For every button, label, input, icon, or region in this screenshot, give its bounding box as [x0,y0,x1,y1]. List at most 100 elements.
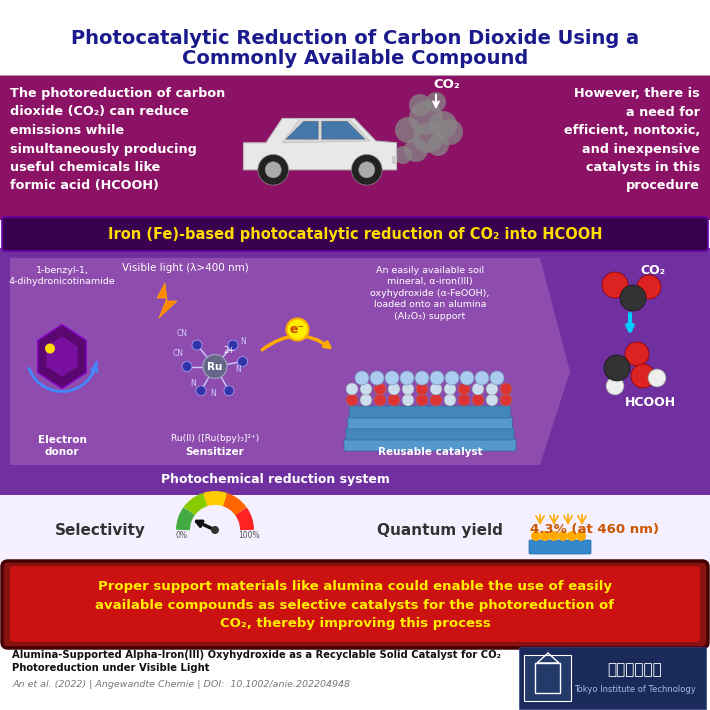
FancyBboxPatch shape [0,495,710,565]
Text: Photocatalytic Reduction of Carbon Dioxide Using a: Photocatalytic Reduction of Carbon Dioxi… [71,28,639,48]
Text: 100%: 100% [238,531,260,540]
Circle shape [374,394,386,406]
Circle shape [604,355,630,381]
Circle shape [426,92,446,112]
Text: 1-benzyl-1,
4-dihydronicotinamide: 1-benzyl-1, 4-dihydronicotinamide [9,266,115,286]
Circle shape [409,101,443,135]
FancyBboxPatch shape [519,647,706,709]
FancyBboxPatch shape [346,428,514,440]
Text: Electron
donor: Electron donor [38,435,87,457]
Circle shape [238,356,248,366]
Circle shape [395,117,421,143]
Circle shape [567,531,577,541]
Circle shape [388,383,400,395]
FancyBboxPatch shape [0,248,710,495]
Circle shape [192,340,202,350]
FancyBboxPatch shape [348,417,512,429]
Circle shape [360,394,372,406]
Circle shape [427,134,449,156]
Circle shape [287,319,309,341]
Circle shape [404,138,428,162]
FancyBboxPatch shape [524,655,571,701]
Circle shape [576,531,586,541]
Text: Photoreduction under Visible Light: Photoreduction under Visible Light [12,663,209,673]
Circle shape [346,394,358,406]
Text: N: N [235,364,241,373]
Circle shape [415,371,429,385]
FancyBboxPatch shape [529,540,591,554]
Circle shape [203,354,227,378]
Polygon shape [244,119,396,170]
Circle shape [388,394,400,406]
Text: CN: CN [177,329,188,339]
Circle shape [359,162,375,178]
Circle shape [370,371,384,385]
Circle shape [625,342,649,366]
Circle shape [549,531,559,541]
Text: N: N [190,380,196,388]
Circle shape [351,155,382,185]
Circle shape [416,383,428,395]
Circle shape [475,371,489,385]
Circle shape [606,377,624,395]
Text: The photoreduction of carbon
dioxide (CO₂) can reduce
emissions while
simultaneo: The photoreduction of carbon dioxide (CO… [10,87,225,192]
Circle shape [355,371,369,385]
Circle shape [402,383,414,395]
Circle shape [394,146,412,164]
Circle shape [444,394,456,406]
Text: An et al. (2022) | Angewandte Chemie | DOI:  10.1002/anie.202204948: An et al. (2022) | Angewandte Chemie | D… [12,680,350,689]
Polygon shape [286,121,318,139]
Circle shape [374,383,386,395]
Circle shape [429,111,457,139]
Polygon shape [157,283,177,318]
Circle shape [45,344,55,354]
Circle shape [486,394,498,406]
Text: CN: CN [173,349,184,359]
Text: Alumina-Supported Alpha-Iron(III) Oxyhydroxide as a Recyclable Solid Catalyst fo: Alumina-Supported Alpha-Iron(III) Oxyhyd… [12,650,501,660]
Circle shape [385,371,399,385]
Text: N: N [210,390,216,398]
Text: CO₂: CO₂ [640,265,665,278]
Circle shape [648,369,666,387]
Circle shape [444,383,456,395]
Circle shape [211,526,219,534]
Polygon shape [10,258,570,465]
Circle shape [445,371,459,385]
Circle shape [360,383,372,395]
Circle shape [402,394,414,406]
Circle shape [631,364,655,388]
Circle shape [490,371,504,385]
Text: An easily available soil
mineral, α-iron(III)
oxyhydroxide (α-FeOOH),
loaded ont: An easily available soil mineral, α-iron… [371,266,490,321]
Text: Quantum yield: Quantum yield [377,523,503,537]
Circle shape [637,275,661,299]
Text: Sensitizer: Sensitizer [185,447,244,457]
Circle shape [400,371,414,385]
Circle shape [472,394,484,406]
Text: HCOOH: HCOOH [624,396,675,410]
Circle shape [460,371,474,385]
Text: 東京工業大学: 東京工業大学 [608,662,662,677]
Circle shape [531,531,541,541]
FancyBboxPatch shape [10,566,700,642]
FancyBboxPatch shape [0,75,710,220]
FancyBboxPatch shape [344,439,516,451]
Circle shape [430,383,442,395]
Circle shape [413,123,443,153]
Circle shape [540,531,550,541]
Text: Visible light (λ>400 nm): Visible light (λ>400 nm) [121,263,248,273]
Text: e⁻: e⁻ [290,323,305,336]
Circle shape [620,285,646,311]
Text: 0%: 0% [175,531,187,540]
FancyBboxPatch shape [2,561,708,648]
Circle shape [602,272,628,298]
Polygon shape [38,324,86,388]
Circle shape [500,383,512,395]
Text: Ru(II) ([Ru(bpy)₃]²⁺): Ru(II) ([Ru(bpy)₃]²⁺) [171,434,259,443]
FancyBboxPatch shape [391,155,397,164]
Text: 4.3% (at 460 nm): 4.3% (at 460 nm) [530,523,660,537]
Text: Reusable catalyst: Reusable catalyst [378,447,482,457]
Text: Proper support materials like alumina could enable the use of easily
available c: Proper support materials like alumina co… [95,580,615,630]
FancyBboxPatch shape [349,406,510,418]
Circle shape [458,383,470,395]
Circle shape [258,155,288,185]
